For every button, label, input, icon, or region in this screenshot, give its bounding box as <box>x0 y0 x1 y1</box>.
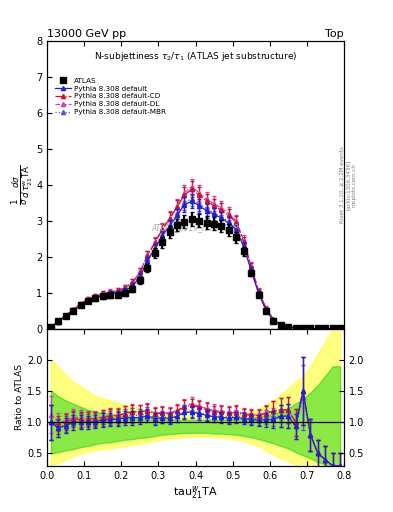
X-axis label: tau$^{w}_{21}$TA: tau$^{w}_{21}$TA <box>173 483 218 501</box>
Text: 13000 GeV pp: 13000 GeV pp <box>47 29 126 39</box>
Text: ATLAS_2019_I1724098: ATLAS_2019_I1724098 <box>152 224 239 232</box>
Text: N-subjettiness $\tau_2/\tau_1$ (ATLAS jet substructure): N-subjettiness $\tau_2/\tau_1$ (ATLAS je… <box>94 50 298 62</box>
Y-axis label: $\frac{1}{\sigma}\frac{d\sigma}{d\,\tau_{21}^{w}\mathrm{TA}}$: $\frac{1}{\sigma}\frac{d\sigma}{d\,\tau_… <box>10 164 35 205</box>
Legend: ATLAS, Pythia 8.308 default, Pythia 8.308 default-CD, Pythia 8.308 default-DL, P: ATLAS, Pythia 8.308 default, Pythia 8.30… <box>54 76 167 117</box>
Text: Top: Top <box>325 29 344 39</box>
Y-axis label: Ratio to ATLAS: Ratio to ATLAS <box>15 365 24 431</box>
Y-axis label: Rivet 3.1.10, ≥ 2.2M events
[arXiv:1306.3436]
mcplots.cern.ch: Rivet 3.1.10, ≥ 2.2M events [arXiv:1306.… <box>340 146 356 223</box>
